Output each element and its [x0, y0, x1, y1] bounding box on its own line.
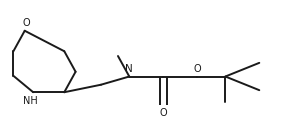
Text: N: N: [126, 64, 133, 74]
Text: O: O: [193, 64, 201, 74]
Text: O: O: [22, 18, 30, 28]
Text: NH: NH: [23, 96, 38, 106]
Text: O: O: [159, 108, 167, 118]
